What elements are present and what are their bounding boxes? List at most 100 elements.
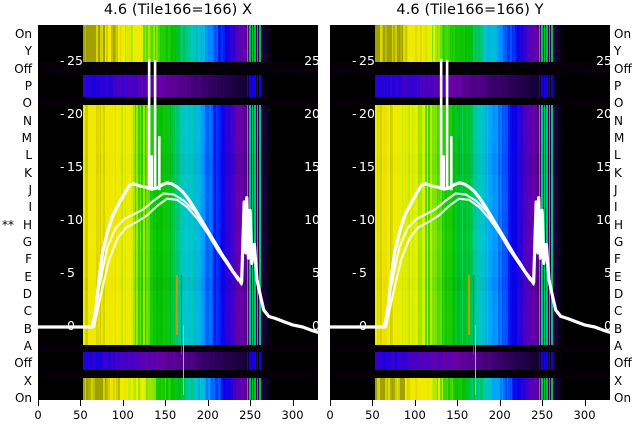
heatmap-column (186, 378, 189, 400)
heatmap-column (206, 352, 209, 370)
x-axis-tick (165, 400, 167, 406)
heatmap-column (228, 105, 231, 345)
heatmap-column (546, 378, 549, 400)
heatmap-column (490, 105, 493, 345)
y-tick-label: -10 (60, 212, 83, 227)
heatmap-column (83, 352, 86, 370)
heatmap-striation (548, 378, 551, 400)
x-tick-label: 150 (154, 408, 177, 422)
heatmap-column (121, 75, 124, 97)
heatmap-column (385, 25, 388, 62)
heatmap-column (236, 352, 239, 370)
heatmap-column (506, 352, 509, 370)
heatmap-column (106, 25, 109, 62)
heatmap-column (254, 75, 257, 97)
row-label-left: J (28, 183, 32, 197)
heatmap-column (545, 105, 548, 345)
heatmap-column (458, 75, 461, 97)
heatmap-column (129, 378, 132, 400)
heatmap-column (455, 105, 458, 345)
heatmap-column (455, 75, 458, 97)
heatmap-defect-line (176, 275, 178, 335)
heatmap-column (233, 378, 236, 400)
heatmap-column (184, 105, 187, 345)
heatmap-column (166, 352, 169, 370)
heatmap-column (406, 105, 409, 345)
heatmap-striation (256, 25, 259, 62)
heatmap-column (515, 378, 518, 400)
heatmap-column (241, 25, 244, 62)
y-tick-label: -25 (60, 53, 83, 68)
heatmap-column (521, 378, 524, 400)
heatmap-column (383, 352, 386, 370)
heatmap-column (244, 352, 247, 370)
row-label-left: I (28, 200, 32, 215)
heatmap-column (466, 25, 469, 62)
heatmap-column (106, 75, 109, 97)
x-axis-tick (122, 400, 124, 406)
heatmap-column (126, 105, 129, 345)
heatmap-striation (543, 105, 546, 345)
heatmap-column (523, 378, 526, 400)
heatmap-column (136, 352, 139, 370)
heatmap-column (508, 75, 511, 97)
heatmap-column (211, 25, 214, 62)
heatmap-striation (246, 25, 249, 62)
heatmap-column (199, 352, 202, 370)
heatmap-column (525, 25, 528, 62)
heatmap-column (151, 75, 154, 97)
heatmap-column (558, 378, 561, 400)
heatmap-column (248, 75, 251, 97)
heatmap-column (194, 352, 197, 370)
heatmap-column (226, 25, 229, 62)
heatmap-column (501, 105, 504, 345)
heatmap-column (456, 105, 459, 345)
heatmap-column (488, 105, 491, 345)
heatmap-column (253, 105, 256, 345)
heatmap-column (433, 378, 436, 400)
heatmap-column (550, 378, 553, 400)
heatmap-column (436, 25, 439, 62)
heatmap-column (188, 352, 191, 370)
heatmap-column (163, 25, 166, 62)
heatmap-striation (259, 25, 261, 62)
heatmap-column (131, 352, 134, 370)
heatmap-column (421, 25, 424, 62)
heatmap-column (491, 378, 494, 400)
heatmap-column (555, 75, 558, 97)
heatmap-panel-left[interactable]: -0 -5 -10 -15 -20 -25 0 5 10 15 20 25 (38, 25, 318, 400)
y-tick-label: -20 (60, 106, 83, 121)
x-tick-label: 50 (365, 408, 380, 422)
heatmap-column (398, 352, 401, 370)
heatmap-column (503, 378, 506, 400)
heatmap-band (38, 378, 318, 400)
heatmap-column (113, 25, 116, 62)
heatmap-column (510, 75, 513, 97)
heatmap-column (513, 352, 516, 370)
row-label-left: G (22, 235, 32, 249)
heatmap-striation (541, 25, 543, 62)
heatmap-column (428, 105, 431, 345)
heatmap-column (385, 75, 388, 97)
heatmap-column (431, 352, 434, 370)
heatmap-column (483, 105, 486, 345)
heatmap-column (116, 378, 119, 400)
heatmap-column (433, 105, 436, 345)
heatmap-column (138, 25, 141, 62)
heatmap-column (169, 105, 172, 345)
heatmap-column (426, 105, 429, 345)
heatmap-panel-right[interactable]: -0 -5 -10 -15 -20 -25 0 5 10 15 20 25 (330, 25, 610, 400)
heatmap-column (143, 378, 146, 400)
heatmap-column (249, 75, 252, 97)
heatmap-column (461, 352, 464, 370)
heatmap-column (179, 25, 182, 62)
heatmap-column (446, 25, 449, 62)
heatmap-column (378, 25, 381, 62)
heatmap-column (526, 75, 529, 97)
heatmap-column (421, 75, 424, 97)
heatmap-column (453, 105, 456, 345)
heatmap-column (268, 25, 271, 62)
heatmap-column (503, 25, 506, 62)
heatmap-column (93, 105, 96, 345)
heatmap-column (158, 352, 161, 370)
